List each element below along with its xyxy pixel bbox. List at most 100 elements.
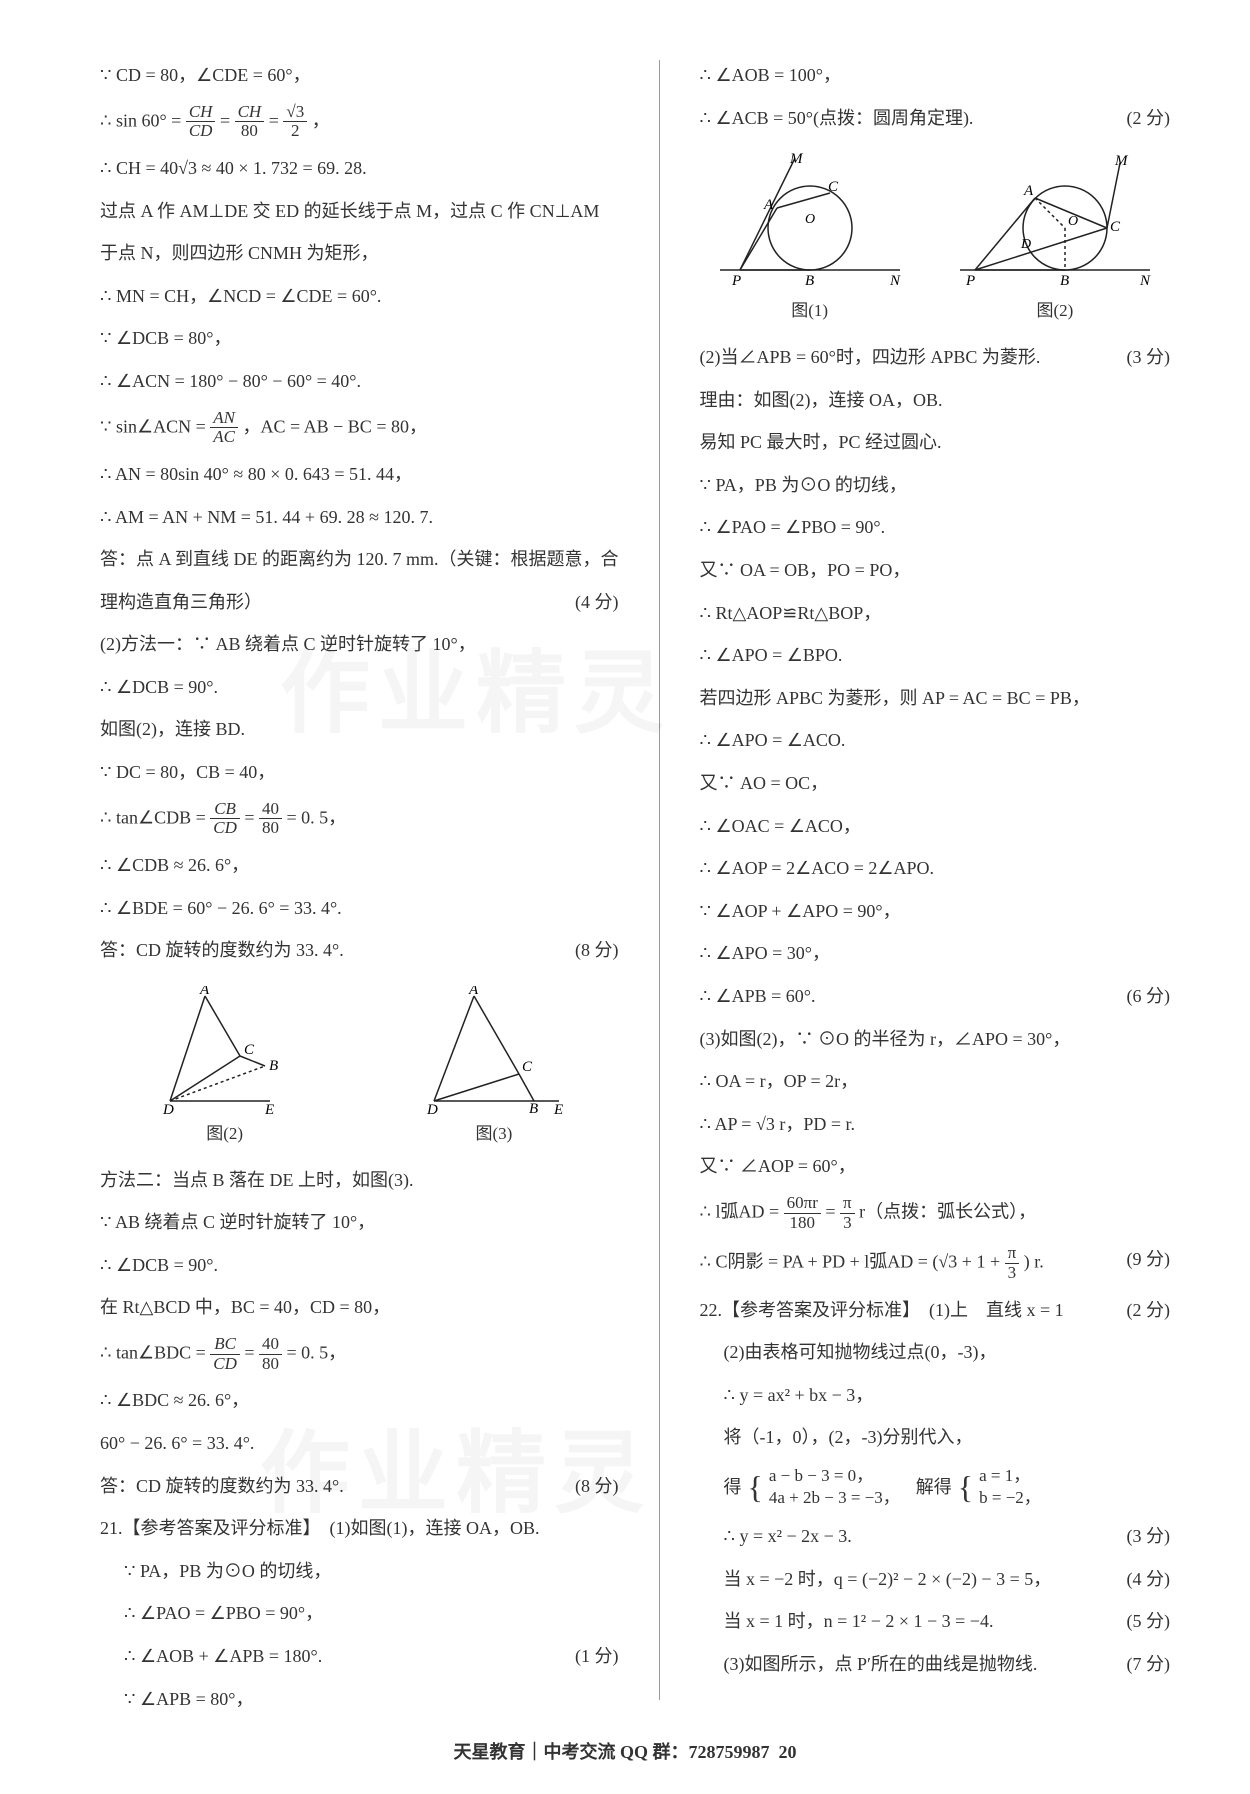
math-line: ∵ DC = 80，CB = 40，: [100, 757, 619, 788]
math-line: 方法二：当点 B 落在 DE 上时，如图(3).: [100, 1165, 619, 1196]
score-mark: (2 分): [1127, 103, 1171, 134]
text: (3)如图所示，点 P′所在的曲线是抛物线.: [724, 1649, 1038, 1680]
math-line: 在 Rt△BCD 中，BC = 40，CD = 80，: [100, 1292, 619, 1323]
svg-text:B: B: [805, 273, 814, 289]
eq-line: a = 1，: [979, 1465, 1041, 1487]
text: ∴ C阴影 = PA + PD + l弧AD = (√3 + 1 + π3 ) …: [700, 1244, 1044, 1282]
text: =: [244, 1342, 259, 1362]
page-footer: 天星教育｜中考交流 QQ 群：728759987 20: [0, 1738, 1250, 1764]
svg-text:O: O: [1068, 214, 1078, 229]
math-line: ∵ PA，PB 为⊙O 的切线，: [700, 470, 1171, 501]
svg-text:B: B: [269, 1058, 278, 1074]
math-line: ∵ sin∠ACN = ANAC ，AC = AB − BC = 80，: [100, 409, 619, 447]
math-line: ∴ MN = CH，∠NCD = ∠CDE = 60°.: [100, 281, 619, 312]
score-mark: (3 分): [1127, 1521, 1171, 1552]
text: 答：CD 旋转的度数约为 33. 4°.: [100, 1471, 344, 1502]
math-line: ∴ y = ax² + bx − 3，: [700, 1380, 1171, 1411]
left-column: ∵ CD = 80，∠CDE = 60°， ∴ sin 60° = CHCD =…: [100, 60, 619, 1700]
svg-text:D: D: [426, 1102, 438, 1116]
text: ，AC = AB − BC = 80，: [242, 416, 426, 436]
score-mark: (7 分): [1127, 1649, 1171, 1680]
scored-line: ∴ ∠APB = 60°. (6 分): [700, 981, 1171, 1012]
scored-line: ∴ y = x² − 2x − 3. (3 分): [700, 1521, 1171, 1552]
svg-text:C: C: [1110, 219, 1121, 235]
math-line: ∵ PA，PB 为⊙O 的切线，: [100, 1556, 619, 1587]
text: ∴ ∠ACB = 50°(点拨：圆周角定理).: [700, 103, 974, 134]
page-content: ∵ CD = 80，∠CDE = 60°， ∴ sin 60° = CHCD =…: [100, 60, 1170, 1700]
math-line: ∴ l弧AD = 60πr180 = π3 r（点拨：弧长公式），: [700, 1194, 1171, 1232]
math-line: 答：点 A 到直线 DE 的距离约为 120. 7 mm.（关键：根据题意，合: [100, 544, 619, 575]
text: 理构造直角三角形）: [100, 587, 262, 618]
math-line: (3)如图(2)，∵ ⊙O 的半径为 r，∠APO = 30°，: [700, 1024, 1171, 1055]
fraction: BCCD: [210, 1335, 240, 1373]
math-line: 又∵ ∠AOP = 60°，: [700, 1151, 1171, 1182]
column-divider: [659, 60, 660, 1700]
triangle-diagram-icon: A B C D E: [414, 986, 574, 1116]
question-22-header: 22.【参考答案及评分标准】 (1)上 直线 x = 1 (2 分): [700, 1295, 1171, 1326]
triangle-diagram-icon: A B C D E: [145, 986, 305, 1116]
score-mark: (8 分): [575, 1471, 619, 1502]
text: ∴ tan∠BDC =: [100, 1342, 210, 1362]
svg-text:N: N: [889, 273, 901, 289]
svg-text:P: P: [731, 273, 741, 289]
math-line: 若四边形 APBC 为菱形，则 AP = AC = BC = PB，: [700, 683, 1171, 714]
text: = 0. 5，: [287, 1342, 347, 1362]
footer-qq: 728759987: [689, 1742, 770, 1762]
score-mark: (9 分): [1127, 1244, 1171, 1282]
scored-line: (2)当∠APB = 60°时，四边形 APBC 为菱形. (3 分): [700, 342, 1171, 373]
text: =: [269, 110, 284, 130]
svg-text:A: A: [199, 986, 210, 998]
math-line: ∴ tan∠CDB = CBCD = 4080 = 0. 5，: [100, 800, 619, 838]
text: 22.【参考答案及评分标准】 (1)上 直线 x = 1: [700, 1295, 1064, 1326]
text: r（点拨：弧长公式），: [859, 1201, 1036, 1221]
math-line: ∵ ∠APB = 80°，: [100, 1684, 619, 1715]
math-line: ∵ ∠DCB = 80°，: [100, 323, 619, 354]
scored-line: ∴ ∠ACB = 50°(点拨：圆周角定理). (2 分): [700, 103, 1171, 134]
svg-text:O: O: [805, 212, 815, 227]
text: (2)当∠APB = 60°时，四边形 APBC 为菱形.: [700, 342, 1041, 373]
fraction: CHCD: [186, 103, 216, 141]
fraction: CBCD: [210, 800, 240, 838]
scored-line: 当 x = 1 时，n = 1² − 2 × 1 − 3 = −4. (5 分): [700, 1606, 1171, 1637]
score-mark: (1 分): [575, 1641, 619, 1672]
text: ∴ l弧AD =: [700, 1201, 784, 1221]
circle-figure-2: M A C O D P B N 图(2): [950, 153, 1160, 326]
math-line: 将（-1，0），(2，-3)分别代入，: [700, 1422, 1171, 1453]
math-line: ∴ ∠APO = ∠BPO.: [700, 640, 1171, 671]
math-line: ∴ OA = r，OP = 2r，: [700, 1066, 1171, 1097]
svg-text:E: E: [264, 1102, 274, 1116]
eq-line: a − b − 3 = 0，: [769, 1465, 900, 1487]
math-line: ∴ ∠PAO = ∠PBO = 90°.: [700, 512, 1171, 543]
svg-text:E: E: [553, 1102, 563, 1116]
scored-line: 当 x = −2 时，q = (−2)² − 2 × (−2) − 3 = 5，…: [700, 1564, 1171, 1595]
circle-diagram-icon: M A C O D P B N: [950, 153, 1160, 293]
text: =: [244, 807, 259, 827]
svg-text:N: N: [1139, 273, 1151, 289]
math-line: ∴ ∠PAO = ∠PBO = 90°，: [100, 1598, 619, 1629]
text: ∵ sin∠ACN =: [100, 416, 210, 436]
text: =: [220, 110, 235, 130]
fraction: 60πr180: [784, 1194, 821, 1232]
math-line: ∴ ∠APO = 30°，: [700, 938, 1171, 969]
circle-figure-1: M C A O P B N 图(1): [710, 153, 910, 326]
math-line: ∵ CD = 80，∠CDE = 60°，: [100, 60, 619, 91]
score-mark: (2 分): [1127, 1295, 1171, 1326]
math-line: ∴ AP = √3 r，PD = r.: [700, 1109, 1171, 1140]
fraction: 4080: [259, 800, 282, 838]
math-line: ∴ ∠CDB ≈ 26. 6°，: [100, 850, 619, 881]
scored-line: (3)如图所示，点 P′所在的曲线是抛物线. (7 分): [700, 1649, 1171, 1680]
text: ∴ y = x² − 2x − 3.: [724, 1521, 852, 1552]
math-line: ∴ CH = 40√3 ≈ 40 × 1. 732 = 69. 28.: [100, 153, 619, 184]
footer-brand: 天星教育｜中考交流 QQ 群：: [453, 1742, 688, 1762]
score-mark: (8 分): [575, 935, 619, 966]
page-number: 20: [779, 1742, 797, 1762]
figure-row: A B C D E 图(2) A: [100, 986, 619, 1149]
fraction: π3: [840, 1194, 855, 1232]
text: 答：CD 旋转的度数约为 33. 4°.: [100, 935, 344, 966]
math-line: 于点 N，则四边形 CNMH 为矩形，: [100, 238, 619, 269]
math-line: ∴ Rt△AOP≌Rt△BOP，: [700, 598, 1171, 629]
math-line: ∵ ∠AOP + ∠APO = 90°，: [700, 896, 1171, 927]
math-line: ∴ AN = 80sin 40° ≈ 80 × 0. 643 = 51. 44，: [100, 459, 619, 490]
score-mark: (4 分): [575, 587, 619, 618]
math-line: 又∵ OA = OB，PO = PO，: [700, 555, 1171, 586]
